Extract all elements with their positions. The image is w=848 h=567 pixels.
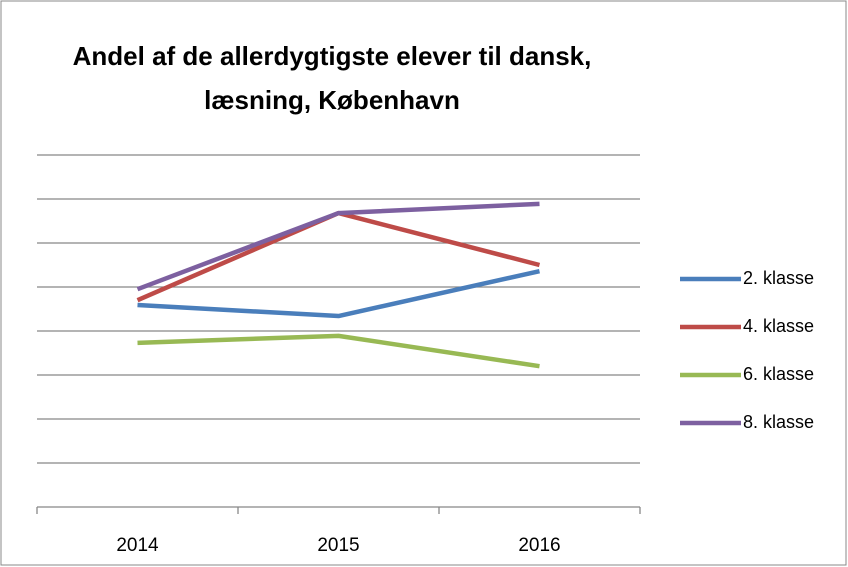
x-tick-label: 2014	[116, 535, 159, 556]
series-line	[136, 201, 540, 292]
legend-label: 6. klasse	[743, 364, 814, 384]
chart-title: læsning, København	[204, 85, 460, 115]
series-line	[137, 268, 540, 319]
legend-label: 4. klasse	[743, 316, 814, 336]
legend-label: 8. klasse	[743, 412, 814, 432]
x-tick-label: 2015	[317, 535, 359, 556]
x-tick-label: 2016	[518, 535, 560, 556]
series-line	[137, 333, 540, 369]
chart-title: Andel af de allerdygtigste elever til da…	[73, 41, 592, 71]
legend-label: 2. klasse	[743, 268, 814, 288]
